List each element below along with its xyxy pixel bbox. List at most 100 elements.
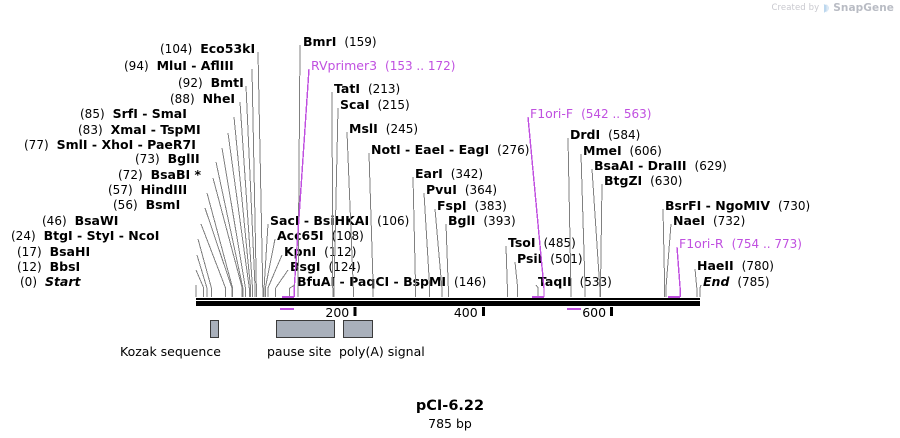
label-gap — [377, 58, 385, 73]
leader-line-bsgi — [275, 269, 289, 289]
site-position-bsrfi: (730) — [777, 199, 811, 213]
site-label-bglii[interactable]: (73) BglII — [135, 152, 200, 166]
site-label-smli[interactable]: (77) SmlI - XhoI - PaeR7I — [24, 138, 196, 152]
site-label-naei[interactable]: NaeI (732) — [673, 214, 745, 228]
site-enzyme-names-pvui: PvuI — [426, 182, 457, 197]
label-gap — [42, 259, 50, 274]
site-label-haeii[interactable]: HaeII (780) — [697, 259, 774, 273]
site-label-bgli[interactable]: BglI (393) — [448, 214, 516, 228]
site-enzyme-names-xmai: XmaI - TspMI — [111, 122, 201, 137]
feature-box-2[interactable] — [343, 320, 373, 338]
enzyme-name: Eco53kI — [200, 41, 256, 56]
feature-box-1[interactable] — [276, 320, 335, 338]
site-label-rvprimer3[interactable]: RVprimer3 (153 .. 172) — [311, 59, 455, 73]
enzyme-name: BglI — [448, 213, 476, 228]
site-label-bsaai[interactable]: BsaAI - DraIII (629) — [594, 159, 727, 173]
site-label-btgzi[interactable]: BtgZI (630) — [604, 174, 682, 188]
enzyme-name: XhoI — [101, 137, 134, 152]
leader-line-btgzi — [599, 183, 603, 289]
label-gap — [133, 182, 141, 197]
site-label-saci[interactable]: SacI - BsiHKAI (106) — [270, 214, 409, 228]
enzyme-separator: - — [400, 142, 415, 157]
site-label-mmei[interactable]: MmeI (606) — [583, 144, 662, 158]
enzyme-name: BsmI — [145, 197, 181, 212]
site-label-fspi[interactable]: FspI (383) — [437, 199, 507, 213]
enzyme-name: TatI — [334, 81, 360, 96]
site-label-taqii[interactable]: TaqII (533) — [538, 275, 612, 289]
site-label-noti[interactable]: NotI - EaeI - EagI (276) — [371, 143, 529, 157]
enzyme-name: SrfI — [112, 106, 138, 121]
site-position-drdi: (584) — [608, 128, 641, 142]
site-label-eco53ki[interactable]: (104) Eco53kI — [160, 42, 255, 56]
site-label-bmti[interactable]: (92) BmtI — [178, 76, 244, 90]
site-enzyme-names-smli: SmlI - XhoI - PaeR7I — [57, 137, 196, 152]
site-label-bsgi[interactable]: BsgI (124) — [290, 260, 361, 274]
site-enzyme-names-bglii: BglII — [168, 151, 200, 166]
site-label-bsahi[interactable]: (17) BsaHI — [17, 245, 90, 259]
leader-line-saci — [263, 223, 269, 289]
site-label-tati[interactable]: TatI (213) — [334, 82, 400, 96]
site-label-xmai[interactable]: (83) XmaI - TspMI — [78, 123, 201, 137]
site-label-mlui[interactable]: (94) MluI - AflIII — [124, 59, 234, 73]
label-gap — [324, 228, 332, 243]
enzyme-separator: - — [335, 274, 350, 289]
site-position-rvprimer3: (153 .. 172) — [385, 59, 456, 73]
site-label-end[interactable]: End (785) — [703, 275, 770, 289]
enzyme-name: PvuI — [426, 182, 457, 197]
label-gap — [67, 213, 75, 228]
site-label-eari[interactable]: EarI (342) — [415, 167, 483, 181]
site-position-end: (785) — [737, 275, 770, 289]
snapgene-watermark: Created by SnapGene — [771, 2, 894, 14]
enzyme-name: F1ori-F — [530, 106, 574, 121]
enzyme-name: BsaBI * — [150, 167, 202, 182]
site-position-acc65i: (108) — [331, 229, 364, 243]
site-position-taqii: (533) — [579, 275, 612, 289]
site-label-pvui[interactable]: PvuI (364) — [426, 183, 497, 197]
axis-tick-mark-600 — [610, 307, 614, 316]
site-label-tsoi[interactable]: TsoI (485) — [508, 236, 576, 250]
site-label-drdi[interactable]: DrdI (584) — [570, 128, 640, 142]
site-enzyme-names-f1ori-r: F1ori-R — [679, 236, 724, 251]
site-label-acc65i[interactable]: Acc65I (108) — [277, 229, 364, 243]
site-position-btgzi: (630) — [650, 174, 683, 188]
site-label-bsrfi[interactable]: BsrFI - NgoMIV (730) — [665, 199, 810, 213]
leader-line-btgi — [197, 238, 212, 289]
enzyme-name: SmaI — [151, 106, 187, 121]
site-position-eari: (342) — [450, 167, 484, 181]
label-gap — [572, 274, 580, 289]
label-gap — [138, 197, 146, 212]
site-label-btgi[interactable]: (24) BtgI - StyI - NcoI — [11, 229, 159, 243]
leader-line-bsrfi — [662, 208, 666, 289]
site-enzyme-names-scai: ScaI — [340, 97, 370, 112]
site-label-bbsi[interactable]: (12) BbsI — [17, 260, 80, 274]
site-label-nhei[interactable]: (88) NheI — [170, 92, 235, 106]
site-label-f1ori-r[interactable]: F1ori-R (754 .. 773) — [679, 237, 802, 251]
site-label-bsawi[interactable]: (46) BsaWI — [42, 214, 118, 228]
site-label-f1ori-f[interactable]: F1ori-F (542 .. 563) — [530, 107, 652, 121]
site-label-srfi[interactable]: (85) SrfI - SmaI — [80, 107, 187, 121]
site-label-psii[interactable]: PsiI (501) — [517, 252, 583, 266]
site-label-bmri[interactable]: BmrI (159) — [303, 35, 377, 49]
site-label-scai[interactable]: ScaI (215) — [340, 98, 410, 112]
label-gap — [369, 213, 377, 228]
site-label-hindiii[interactable]: (57) HindIII — [108, 183, 187, 197]
leader-line-end — [699, 284, 702, 289]
site-label-bsabi[interactable]: (72) BsaBI * — [118, 168, 201, 182]
site-label-bsmi[interactable]: (56) BsmI — [113, 198, 180, 212]
site-position-bglii: (73) — [135, 152, 160, 166]
site-enzyme-names-btgzi: BtgZI — [604, 173, 642, 188]
site-position-bgli: (393) — [483, 214, 516, 228]
site-label-msli[interactable]: MslI (245) — [349, 122, 418, 136]
enzyme-name: NgoMIV — [715, 198, 770, 213]
site-label-start[interactable]: (0) Start — [20, 275, 81, 289]
site-enzyme-names-kpni: KpnI — [284, 244, 316, 259]
site-position-mlui: (94) — [124, 59, 149, 73]
label-gap — [143, 167, 151, 182]
backbone-top-rule — [196, 298, 700, 300]
site-label-kpni[interactable]: KpnI (112) — [284, 245, 356, 259]
feature-box-0[interactable] — [210, 320, 219, 338]
site-position-hindiii: (57) — [108, 183, 133, 197]
site-label-bfuai[interactable]: BfuAI - PaqCI - BspMI (146) — [297, 275, 486, 289]
enzyme-separator: - — [444, 142, 459, 157]
enzyme-name: AflIII — [200, 58, 234, 73]
